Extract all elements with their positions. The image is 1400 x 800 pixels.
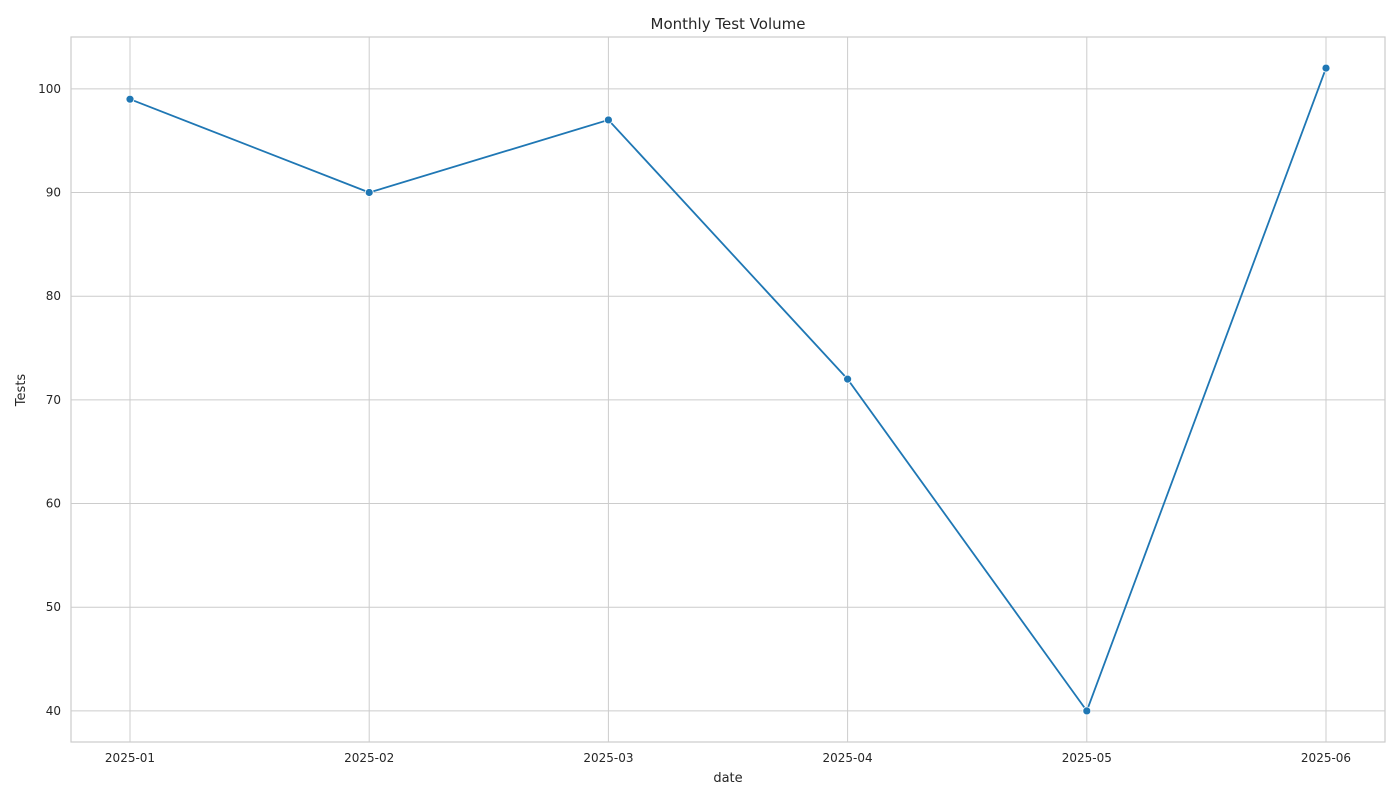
series-line	[129, 67, 1327, 712]
x-tick-label: 2025-04	[823, 751, 873, 765]
y-axis-label: Tests	[14, 374, 29, 408]
y-tick-label: 80	[46, 289, 61, 303]
data-point	[364, 188, 374, 197]
data-point	[1321, 63, 1331, 73]
y-tick-label: 70	[46, 393, 61, 407]
data-point	[1082, 706, 1092, 716]
tick-labels: 2025-01 2025-02 2025-03 2025-04 2025-05 2025-…	[38, 82, 1351, 765]
y-tick-label: 40	[46, 704, 61, 718]
series-layer	[125, 63, 1331, 716]
x-tick-label: 2025-05	[1062, 751, 1112, 765]
grid	[71, 37, 1385, 742]
y-tick-label: 60	[46, 497, 61, 511]
x-tick-label: 2025-06	[1301, 751, 1351, 765]
data-point	[843, 374, 852, 384]
x-axis-label: date	[713, 771, 742, 786]
y-tick-label: 100	[38, 82, 61, 96]
data-point	[125, 94, 135, 104]
chart-title: Monthly Test Volume	[651, 15, 806, 33]
x-tick-label: 2025-03	[583, 751, 633, 765]
data-point	[604, 115, 613, 125]
plot-area-frame	[70, 36, 1386, 743]
y-tick-label: 90	[46, 186, 61, 200]
x-tick-label: 2025-01	[105, 751, 155, 765]
y-tick-label: 50	[46, 600, 61, 614]
x-tick-label: 2025-02	[344, 751, 394, 765]
